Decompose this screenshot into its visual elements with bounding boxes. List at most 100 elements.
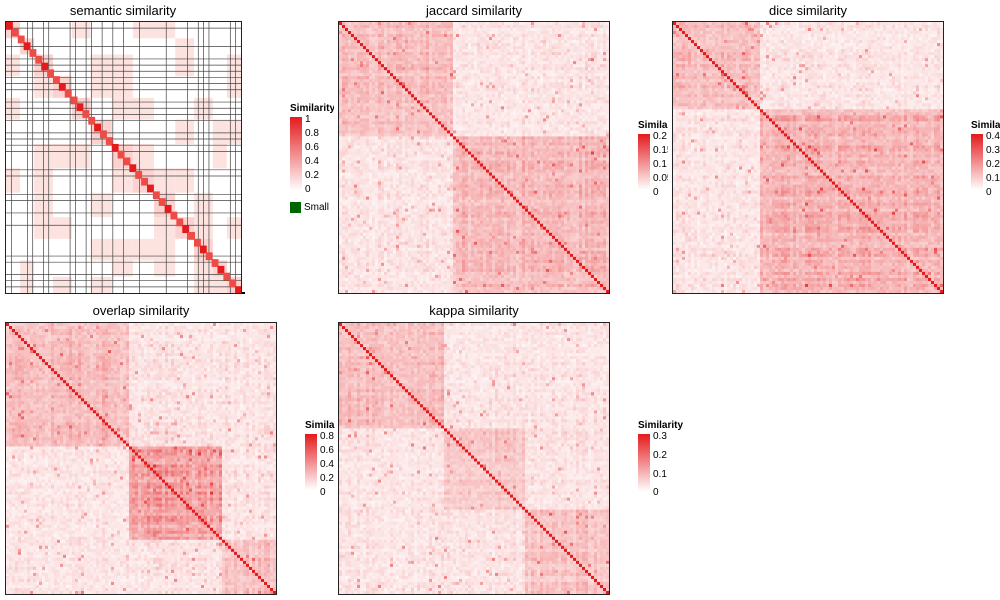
heatmap-cell bbox=[588, 70, 592, 74]
heatmap-cell bbox=[600, 139, 604, 144]
heatmap-cell bbox=[474, 118, 478, 122]
heatmap-cell bbox=[519, 73, 523, 77]
heatmap-cell bbox=[420, 136, 424, 141]
heatmap-cell bbox=[549, 142, 553, 147]
heatmap-cell bbox=[582, 46, 586, 50]
heatmap-cell bbox=[480, 133, 484, 138]
heatmap-cell bbox=[492, 121, 496, 125]
heatmap-cell bbox=[603, 139, 607, 144]
heatmap-cell bbox=[477, 25, 481, 29]
heatmap-cell bbox=[465, 70, 469, 74]
heatmap-cell bbox=[549, 91, 553, 95]
diagonal-cell bbox=[82, 110, 90, 118]
heatmap-cell bbox=[417, 94, 421, 98]
heatmap-cell bbox=[408, 130, 412, 135]
heatmap-cell bbox=[483, 82, 487, 86]
heatmap-cell bbox=[510, 151, 514, 156]
heatmap-cell bbox=[594, 64, 598, 68]
heatmap-cell bbox=[519, 82, 523, 86]
heatmap-cell bbox=[462, 70, 466, 74]
heatmap-cell bbox=[591, 49, 595, 53]
heatmap-cell bbox=[393, 94, 397, 98]
heatmap-cell bbox=[381, 112, 385, 116]
heatmap-cell bbox=[564, 25, 568, 29]
heatmap-cell bbox=[432, 100, 436, 104]
heatmap-cell bbox=[546, 109, 550, 113]
heatmap-cell bbox=[513, 31, 517, 35]
heatmap-cell bbox=[438, 121, 442, 125]
heatmap-cell bbox=[582, 61, 586, 65]
heatmap-cell bbox=[570, 157, 574, 162]
heatmap-cell bbox=[561, 25, 565, 29]
heatmap-cell bbox=[606, 28, 609, 32]
heatmap-cell bbox=[384, 31, 388, 35]
heatmap-cell bbox=[384, 151, 388, 156]
heatmap-cell bbox=[405, 133, 409, 138]
heatmap-cell bbox=[351, 73, 355, 77]
heatmap-cell bbox=[366, 73, 370, 77]
heatmap-cell bbox=[525, 58, 529, 62]
diagonal-cell bbox=[53, 76, 60, 84]
heatmap-cell bbox=[441, 121, 445, 125]
heatmap-cell bbox=[411, 157, 415, 162]
heatmap-cell bbox=[546, 46, 550, 50]
heatmap-cell bbox=[522, 88, 526, 92]
heatmap-cell bbox=[567, 82, 571, 86]
heatmap-cell bbox=[531, 163, 535, 168]
heatmap-cell bbox=[561, 160, 565, 165]
heatmap-cell bbox=[441, 133, 445, 138]
heatmap-cell bbox=[429, 148, 433, 153]
heatmap-cell bbox=[561, 106, 565, 110]
heatmap-cell bbox=[396, 169, 400, 174]
heatmap-cell bbox=[444, 91, 448, 95]
heatmap-cell bbox=[441, 109, 445, 113]
heatmap-cell bbox=[387, 151, 391, 156]
heatmap-cell bbox=[405, 94, 409, 98]
heatmap-cell bbox=[588, 127, 592, 131]
heatmap-cell bbox=[489, 145, 493, 150]
heatmap-cell bbox=[354, 121, 358, 125]
heatmap-cell bbox=[540, 85, 544, 89]
heatmap-cell bbox=[354, 58, 358, 62]
heatmap-cell bbox=[435, 46, 439, 50]
heatmap-cell bbox=[402, 181, 406, 186]
heatmap-cell bbox=[558, 121, 562, 125]
heatmap-cell bbox=[408, 157, 412, 162]
heatmap-cell bbox=[528, 34, 532, 38]
heatmap-cell bbox=[501, 91, 505, 95]
heatmap-cell bbox=[576, 97, 580, 101]
heatmap-cell bbox=[462, 28, 466, 32]
heatmap-cell bbox=[561, 139, 565, 144]
heatmap-cell bbox=[351, 97, 355, 101]
heatmap-cell bbox=[366, 46, 370, 50]
heatmap-cell bbox=[591, 97, 595, 101]
heatmap-cell bbox=[399, 61, 403, 65]
heatmap-cell bbox=[381, 124, 385, 128]
heatmap-cell bbox=[573, 130, 577, 135]
heatmap-cell bbox=[375, 43, 379, 47]
heatmap-cell bbox=[342, 169, 346, 174]
heatmap-cell bbox=[537, 64, 541, 68]
heatmap-cell bbox=[384, 67, 388, 71]
heatmap-cell bbox=[441, 25, 445, 29]
heatmap-cell bbox=[348, 76, 352, 80]
heatmap-cell bbox=[549, 25, 553, 29]
heatmap-cell bbox=[480, 109, 484, 113]
heatmap-cell bbox=[393, 145, 397, 150]
heatmap-cell bbox=[531, 22, 535, 26]
heatmap-cell bbox=[423, 115, 427, 119]
heatmap-cell bbox=[597, 136, 601, 141]
heatmap-cell bbox=[474, 40, 478, 44]
heatmap-cell bbox=[522, 85, 526, 89]
heatmap-cell bbox=[405, 52, 409, 56]
heatmap-cell bbox=[465, 76, 469, 80]
heatmap-cell bbox=[603, 124, 607, 128]
heatmap-cell bbox=[528, 79, 532, 83]
heatmap-cell bbox=[501, 55, 505, 59]
heatmap-cell bbox=[360, 103, 364, 107]
heatmap-cell bbox=[423, 97, 427, 101]
heatmap-cell bbox=[477, 115, 481, 119]
heatmap-cell bbox=[582, 133, 586, 138]
heatmap-cell bbox=[360, 118, 364, 122]
heatmap-cell bbox=[453, 34, 457, 38]
